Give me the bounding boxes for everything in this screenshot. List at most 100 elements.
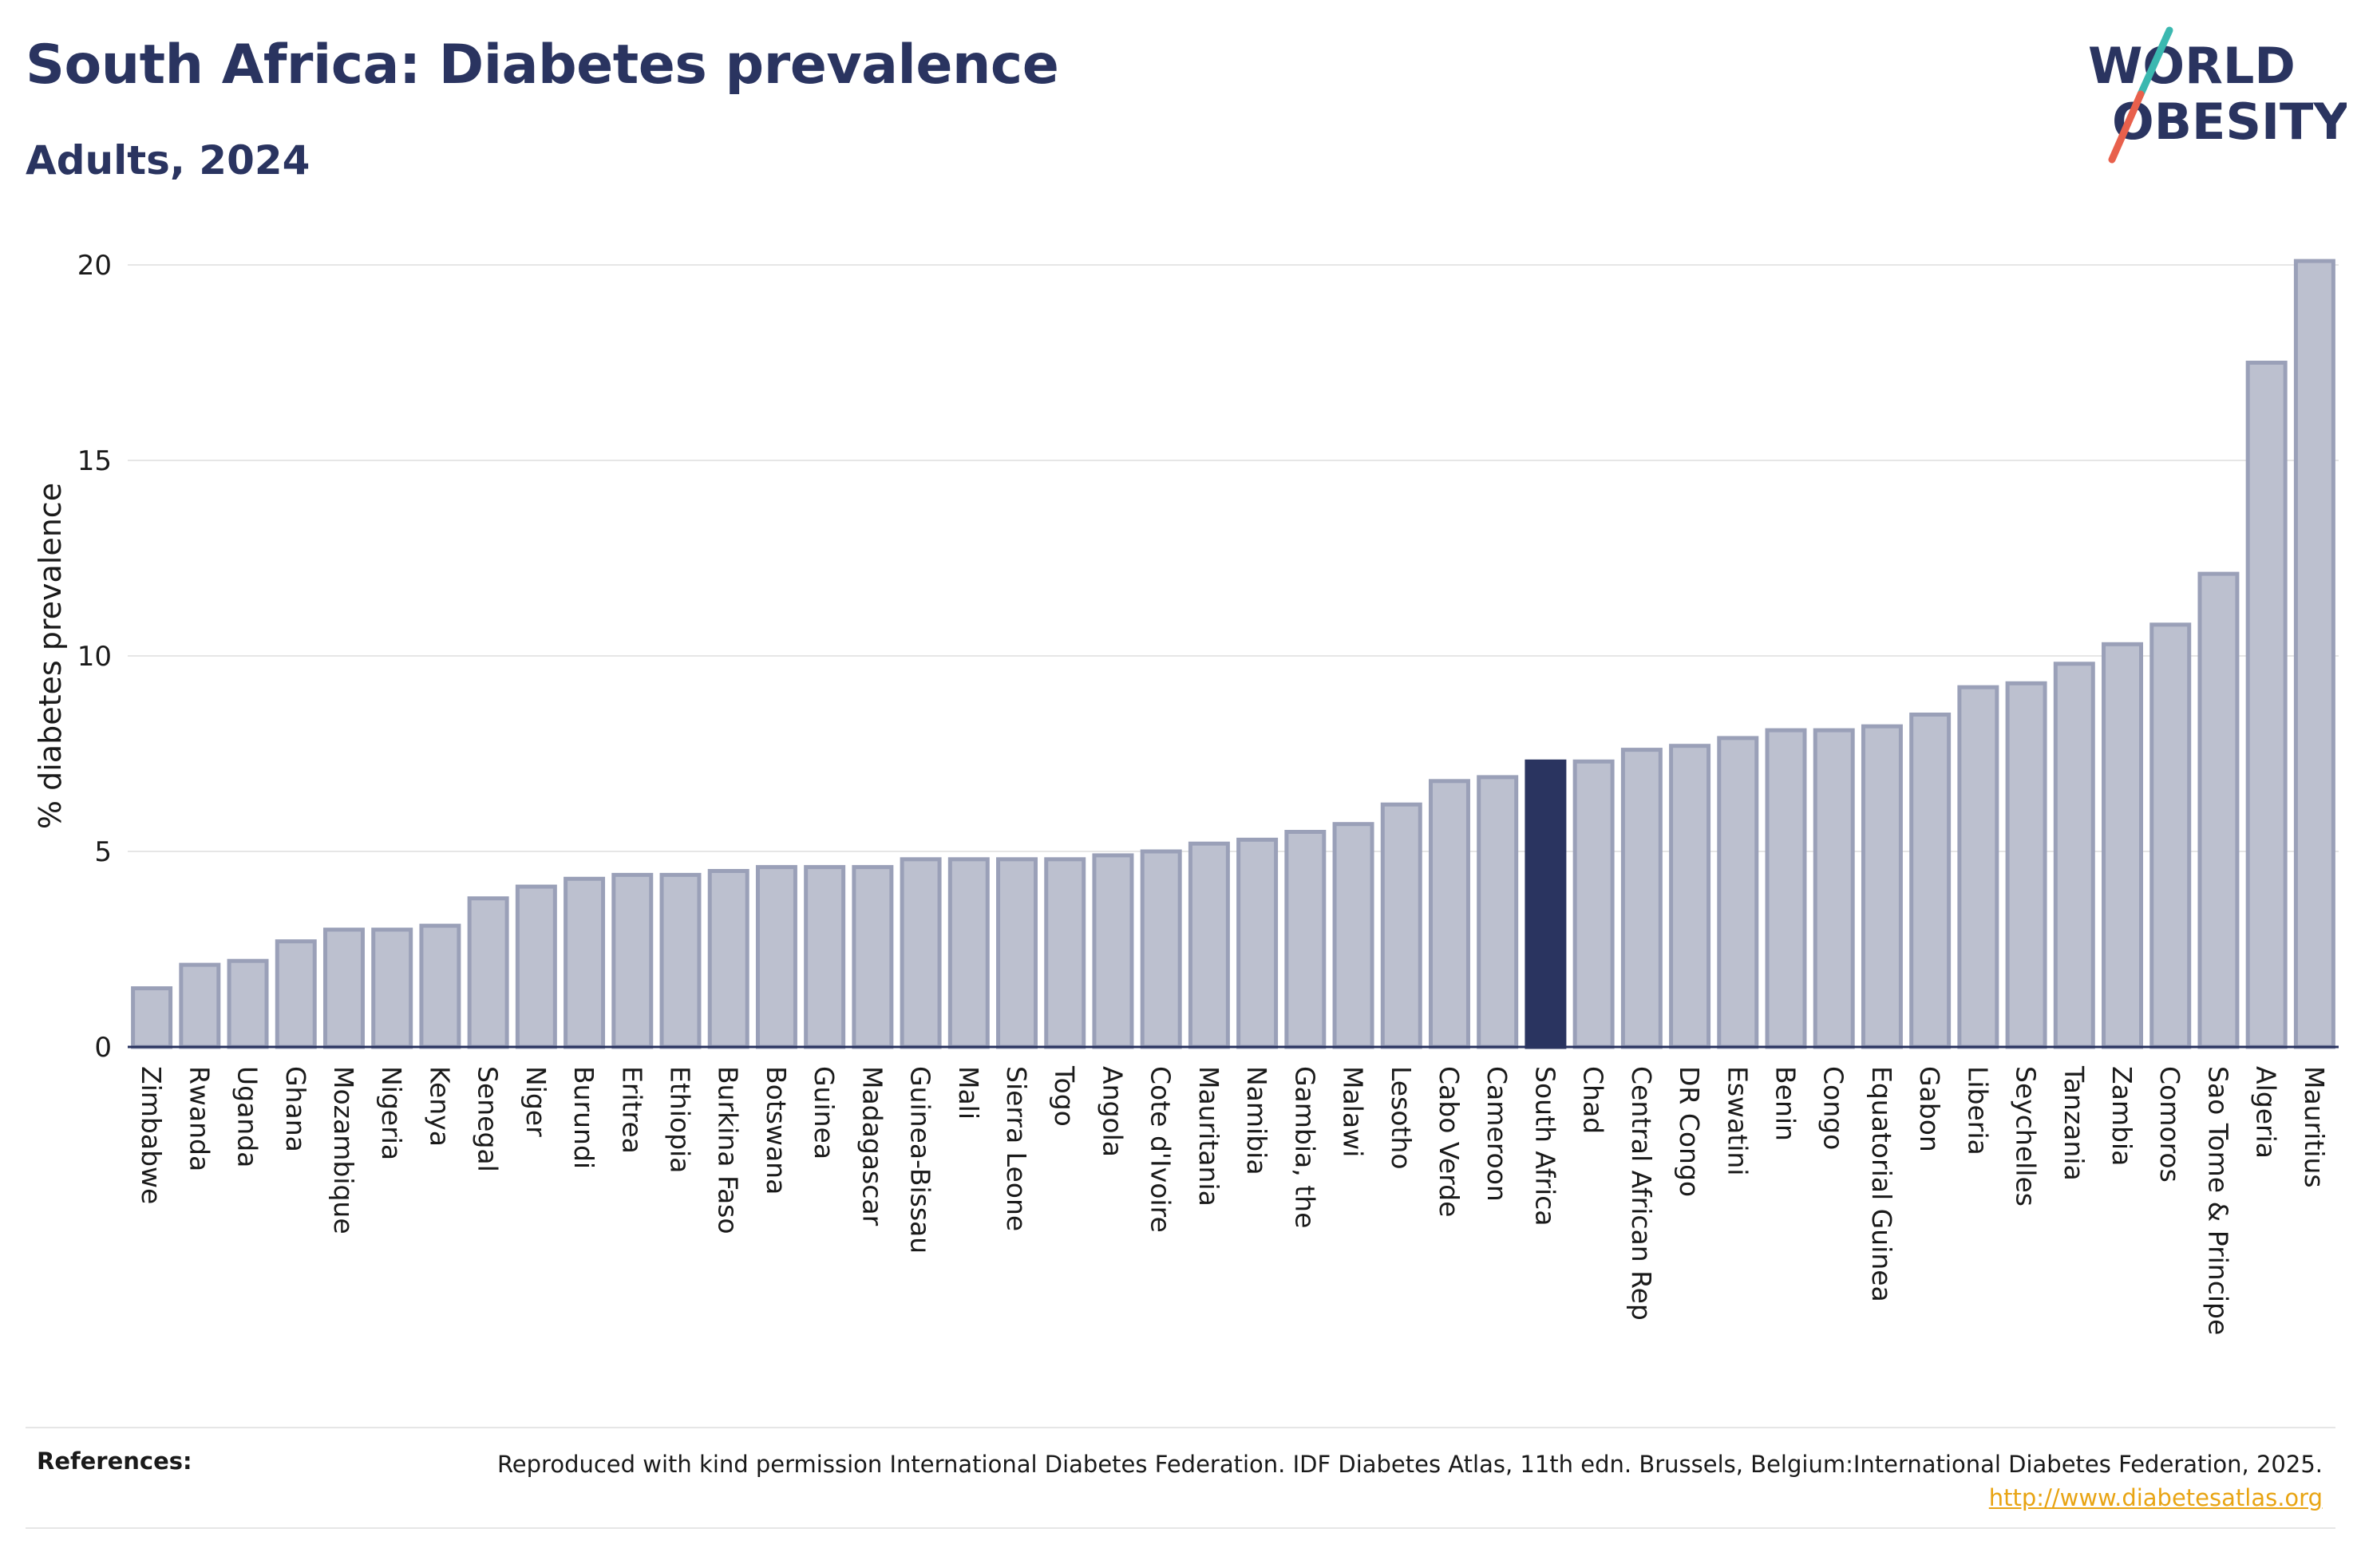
x-category-label: DR Congo (1674, 1066, 1705, 1197)
bar (1236, 837, 1279, 1049)
world-obesity-logo: WORLD OBESITY (2088, 26, 2347, 164)
x-category-label: Malawi (1338, 1066, 1369, 1157)
x-category-label: Ethiopia (665, 1066, 696, 1173)
x-category-label: Mozambique (328, 1066, 359, 1234)
bar (1188, 841, 1230, 1049)
bar (804, 865, 846, 1049)
x-category-label: Central African Rep (1626, 1066, 1657, 1321)
bar (1669, 744, 1711, 1049)
bar (755, 865, 797, 1049)
x-category-label: Gabon (1914, 1066, 1945, 1152)
x-category-labels: Zimbabwe Rwanda Uganda Ghana Mozambique Niger… (136, 1065, 2330, 1335)
bar (1765, 728, 1807, 1049)
y-tick-labels: 0 5 10 15 20 (77, 250, 112, 1064)
x-category-label: Nigeria (376, 1066, 407, 1160)
x-category-label: Niger (520, 1066, 552, 1137)
x-category-label: Uganda (232, 1066, 263, 1167)
chart-title: South Africa: Diabetes prevalence (26, 34, 1059, 97)
bar (947, 857, 990, 1049)
y-tick-label: 5 (94, 836, 112, 868)
x-category-label: Benin (1770, 1066, 1801, 1141)
chart-subtitle: Adults, 2024 (26, 137, 310, 184)
x-category-label: Mauritania (1193, 1066, 1224, 1207)
bar (1092, 853, 1134, 1049)
x-category-label: Algeria (2251, 1066, 2282, 1159)
bar (2197, 571, 2240, 1049)
bar (2005, 681, 2047, 1049)
x-category-label: Kenya (424, 1066, 455, 1147)
x-category-label: Angola (1097, 1066, 1128, 1157)
x-category-label: Namibia (1241, 1066, 1272, 1175)
y-tick-label: 15 (77, 445, 112, 477)
x-category-label: Cote d'Ivoire (1145, 1066, 1177, 1233)
x-category-label: Zambia (2106, 1066, 2138, 1166)
x-category-label: Ghana (280, 1066, 311, 1152)
bar (2149, 622, 2192, 1049)
x-category-label: Chad (1578, 1066, 1609, 1134)
x-category-label: Guinea (809, 1066, 840, 1159)
x-category-label: Cameroon (1481, 1066, 1513, 1202)
bar (1332, 822, 1374, 1049)
bar (467, 896, 509, 1049)
references-text: Reproduced with kind permission Internat… (487, 1448, 2323, 1515)
bar (1477, 775, 1519, 1049)
x-category-label: South Africa (1529, 1066, 1560, 1226)
x-category-label: Mali (953, 1066, 984, 1120)
logo-slash-bottom (2108, 90, 2145, 164)
x-category-label: Burkina Faso (713, 1066, 744, 1234)
bars (131, 259, 2335, 1049)
bar (1428, 779, 1470, 1049)
x-category-label: Liberia (1962, 1066, 1993, 1155)
x-category-label: Togo (1049, 1065, 1080, 1127)
bar (2245, 361, 2288, 1049)
y-tick-label: 10 (77, 641, 112, 673)
references-link[interactable]: http://www.diabetesatlas.org (1988, 1484, 2323, 1511)
bar (1909, 713, 1952, 1049)
bar (227, 958, 269, 1049)
bar (1284, 830, 1327, 1049)
x-category-label: Comoros (2154, 1066, 2185, 1183)
bar (1140, 849, 1182, 1049)
x-category-label: Sao Tome & Principe (2202, 1066, 2233, 1335)
logo-line2: OBESITY (2112, 93, 2347, 151)
x-category-label: Sierra Leone (1001, 1066, 1032, 1231)
logo-slash-top (2137, 26, 2173, 98)
x-category-label: Equatorial Guinea (1866, 1066, 1897, 1302)
bar (2293, 259, 2335, 1049)
references-panel: References: Reproduced with kind permiss… (26, 1427, 2335, 1529)
bar (322, 927, 365, 1049)
bar (275, 939, 317, 1049)
references-label: References: (37, 1448, 192, 1475)
x-category-label: Congo (1818, 1066, 1849, 1150)
bar (611, 872, 654, 1049)
bar (1620, 748, 1663, 1049)
x-category-label: Tanzania (2058, 1065, 2090, 1181)
references-body: Reproduced with kind permission Internat… (496, 1451, 2323, 1478)
bar (2053, 662, 2095, 1049)
bar (1572, 759, 1615, 1049)
x-category-label: Botswana (761, 1066, 792, 1195)
x-category-label: Rwanda (184, 1066, 215, 1171)
bar (1380, 802, 1422, 1049)
bar (900, 857, 942, 1049)
bar (131, 986, 173, 1049)
x-category-label: Eswatini (1722, 1066, 1753, 1175)
bar (1813, 728, 1855, 1049)
bar (371, 927, 413, 1049)
bar (419, 923, 461, 1049)
bar (996, 857, 1038, 1049)
bar (2102, 642, 2144, 1049)
x-category-label: Senegal (473, 1066, 504, 1172)
x-category-label: Cabo Verde (1434, 1066, 1465, 1217)
y-axis-title: % diabetes prevalence (33, 483, 68, 829)
bar (515, 884, 557, 1049)
x-category-label: Guinea-Bissau (905, 1066, 936, 1254)
bar (564, 876, 606, 1049)
x-category-label: Zimbabwe (136, 1066, 167, 1204)
bar (1717, 736, 1759, 1049)
bar (1861, 724, 1903, 1049)
x-category-label: Eritrea (616, 1066, 647, 1154)
bar (659, 872, 702, 1049)
x-category-label: Seychelles (2011, 1066, 2042, 1207)
bar-highlighted (1525, 759, 1567, 1049)
